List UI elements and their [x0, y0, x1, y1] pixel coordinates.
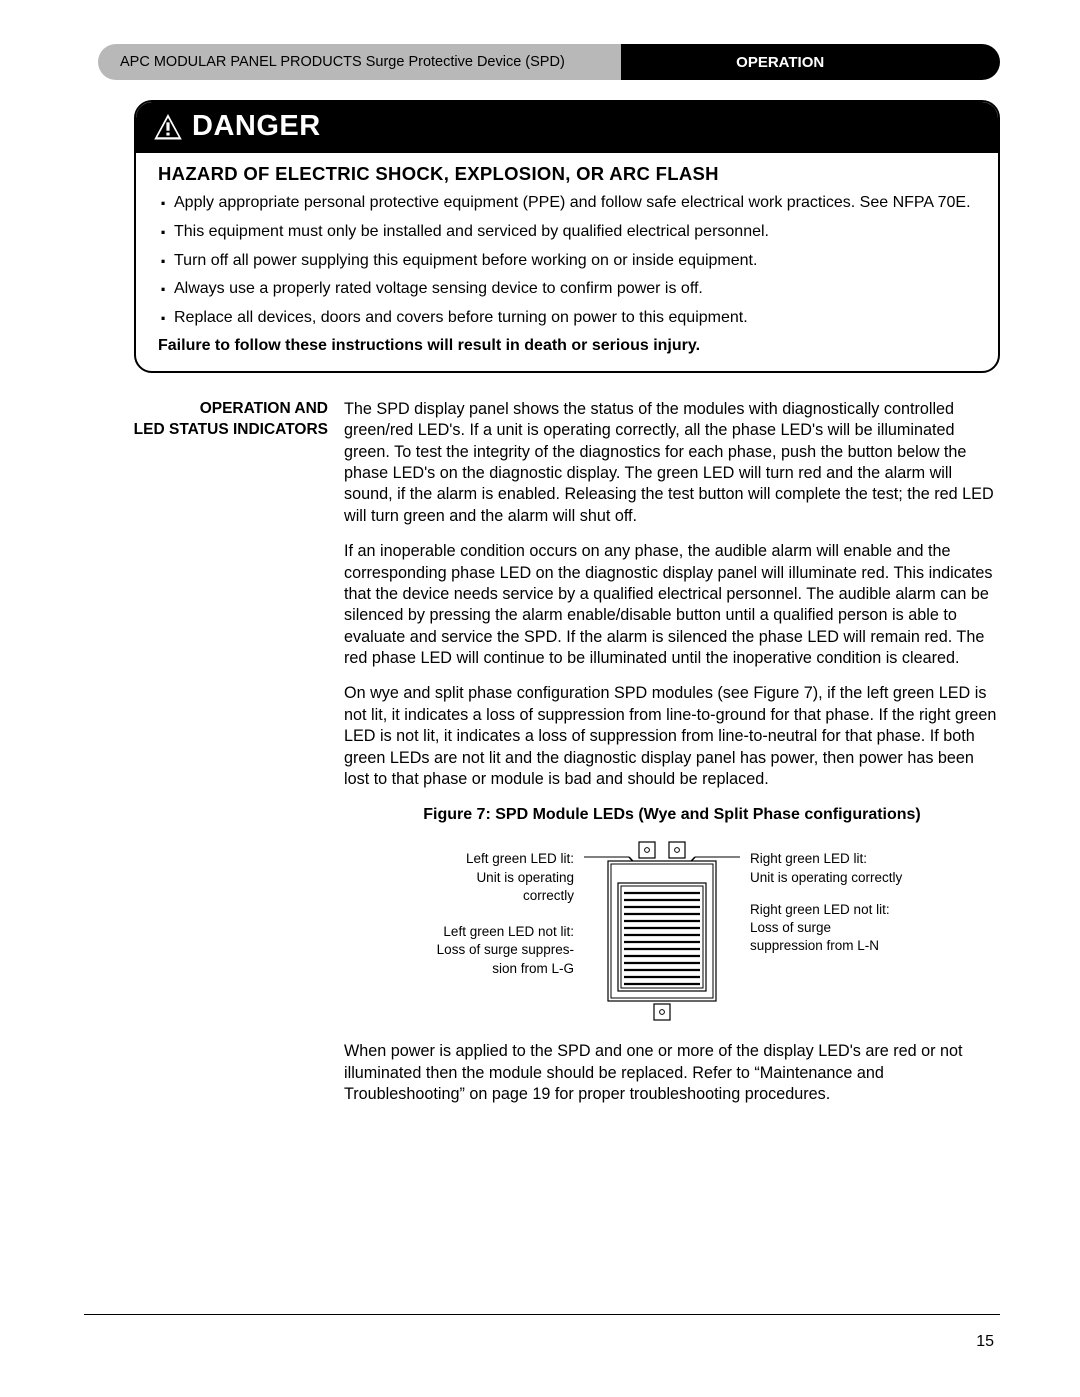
paragraph: If an inoperable condition occurs on any…: [344, 541, 1000, 669]
danger-header: DANGER: [136, 102, 998, 153]
body-text: The SPD display panel shows the status o…: [344, 399, 1000, 1120]
failure-warning: Failure to follow these instructions wil…: [158, 337, 976, 355]
label-text: Unit is operating correctly: [750, 870, 902, 885]
label-text: Unit is operating: [476, 870, 574, 885]
figure-caption: Figure 7: SPD Module LEDs (Wye and Split…: [344, 804, 1000, 825]
page-number: 15: [976, 1333, 994, 1351]
bullet-item: Turn off all power supplying this equipm…: [158, 251, 976, 272]
label-text: Left green LED not lit:: [443, 924, 574, 939]
label-text: Right green LED lit:: [750, 851, 867, 866]
hazard-title: HAZARD OF ELECTRIC SHOCK, EXPLOSION, OR …: [158, 163, 976, 185]
figure-7: Left green LED lit: Unit is operating co…: [344, 837, 1000, 1023]
paragraph: When power is applied to the SPD and one…: [344, 1041, 1000, 1105]
paragraph: On wye and split phase configuration SPD…: [344, 683, 1000, 790]
side-line-2: LED STATUS INDICATORS: [134, 421, 328, 438]
module-diagram: [584, 837, 740, 1023]
footer-rule: [84, 1314, 1000, 1315]
danger-body: HAZARD OF ELECTRIC SHOCK, EXPLOSION, OR …: [136, 153, 998, 371]
paragraph: The SPD display panel shows the status o…: [344, 399, 1000, 527]
label-text: Loss of surge: [750, 920, 831, 935]
label-text: Left green LED lit:: [466, 851, 574, 866]
bullet-item: This equipment must only be installed an…: [158, 222, 976, 243]
label-text: Right green LED not lit:: [750, 902, 890, 917]
header-product: APC MODULAR PANEL PRODUCTS Surge Protect…: [98, 44, 621, 80]
label-text: Loss of surge suppres-: [437, 942, 574, 957]
header-section: OPERATION: [621, 44, 1000, 80]
page-header: APC MODULAR PANEL PRODUCTS Surge Protect…: [98, 44, 1000, 80]
side-heading: OPERATION AND LED STATUS INDICATORS: [90, 399, 344, 1120]
operation-section: OPERATION AND LED STATUS INDICATORS The …: [90, 399, 1000, 1120]
danger-bullets: Apply appropriate personal protective eq…: [158, 193, 976, 329]
figure-left-labels: Left green LED lit: Unit is operating co…: [394, 837, 574, 995]
bullet-item: Replace all devices, doors and covers be…: [158, 308, 976, 329]
figure-right-labels: Right green LED lit: Unit is operating c…: [750, 837, 950, 969]
bullet-item: Always use a properly rated voltage sens…: [158, 279, 976, 300]
warning-icon: [154, 114, 182, 140]
label-text: correctly: [523, 888, 574, 903]
label-text: sion from L-G: [492, 961, 574, 976]
danger-panel: DANGER HAZARD OF ELECTRIC SHOCK, EXPLOSI…: [134, 100, 1000, 373]
bullet-item: Apply appropriate personal protective eq…: [158, 193, 976, 214]
label-text: suppression from L-N: [750, 938, 879, 953]
danger-heading: DANGER: [192, 110, 321, 143]
side-line-1: OPERATION AND: [200, 400, 328, 417]
